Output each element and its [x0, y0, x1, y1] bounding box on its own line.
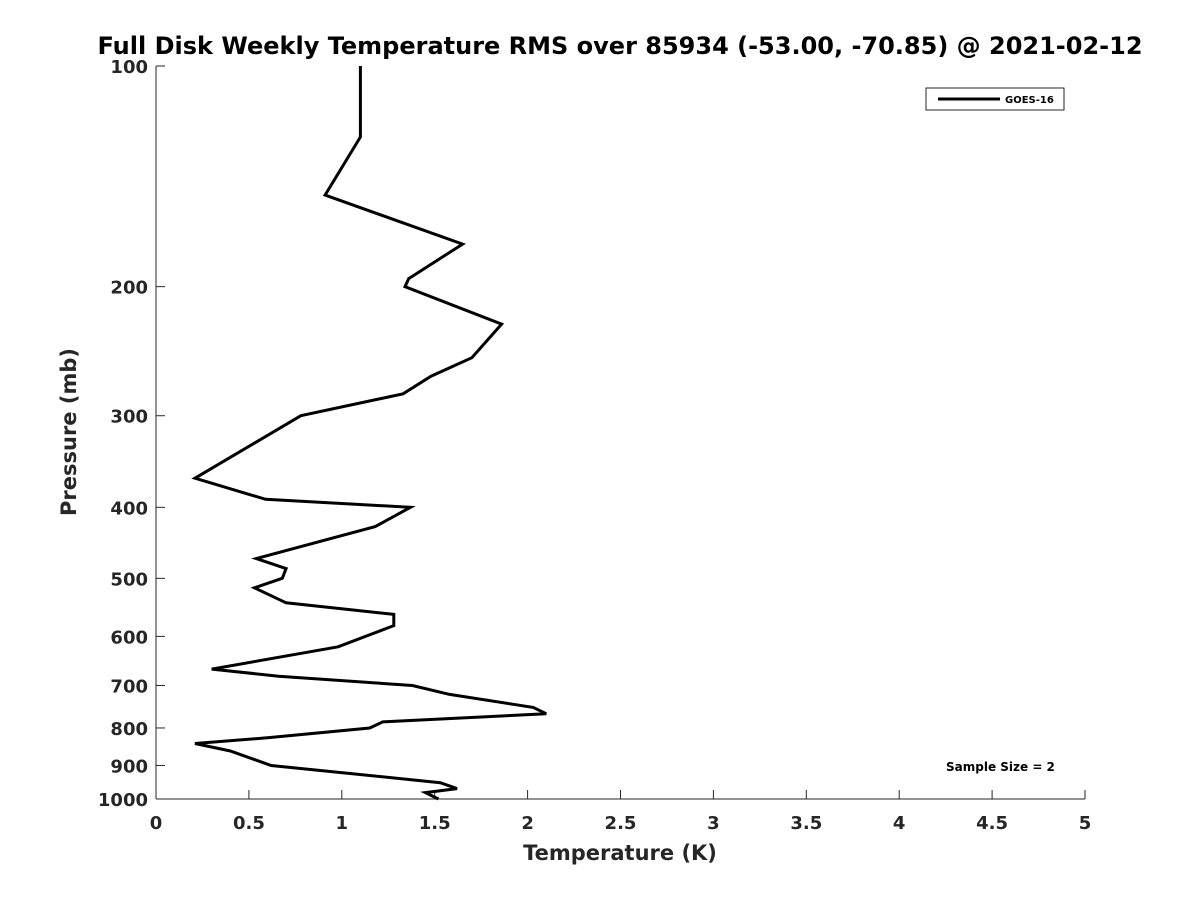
x-tick-label: 2.5 [605, 813, 637, 834]
y-tick-label: 1000 [98, 790, 148, 811]
sample-size-annotation: Sample Size = 2 [946, 760, 1055, 774]
axes [155, 66, 1085, 800]
x-tick-label: 3.5 [790, 813, 822, 834]
x-tick-label: 4 [893, 813, 906, 834]
y-tick-label: 900 [110, 756, 148, 777]
legend-entry: GOES-16 [1005, 95, 1054, 106]
series-line-goes-16 [191, 66, 547, 801]
y-axis-label: Pressure (mb) [57, 348, 81, 516]
x-ticks: 0 0.5 1 1.5 2 2.5 3 3.5 4 4.5 5 [150, 790, 1092, 834]
x-tick-label: 4.5 [976, 813, 1008, 834]
x-tick-label: 2 [521, 813, 534, 834]
x-tick-label: 1 [336, 813, 349, 834]
legend: GOES-16 [925, 87, 1065, 111]
y-tick-label: 200 [110, 278, 148, 299]
x-tick-label: 0 [150, 813, 163, 834]
x-axis-label: Temperature (K) [523, 841, 717, 865]
chart-title: Full Disk Weekly Temperature RMS over 85… [97, 32, 1142, 60]
y-tick-label: 100 [110, 57, 148, 78]
y-tick-label: 300 [110, 407, 148, 428]
y-tick-label: 500 [110, 569, 148, 590]
y-ticks: 100 200 300 400 500 600 700 800 900 1000 [98, 57, 165, 811]
x-tick-label: 5 [1079, 813, 1092, 834]
y-tick-label: 700 [110, 676, 148, 697]
x-tick-label: 0.5 [233, 813, 265, 834]
x-tick-label: 1.5 [419, 813, 451, 834]
x-tick-label: 3 [707, 813, 720, 834]
y-tick-label: 800 [110, 719, 148, 740]
y-tick-label: 600 [110, 627, 148, 648]
y-tick-label: 400 [110, 498, 148, 519]
